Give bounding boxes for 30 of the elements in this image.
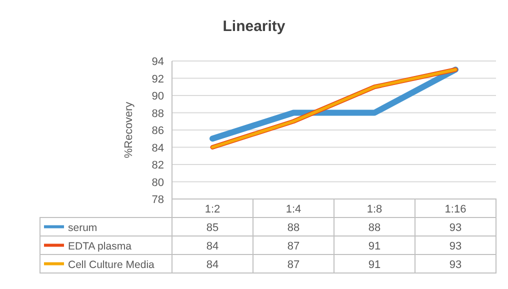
data-label: 85 bbox=[206, 222, 219, 234]
data-label: 84 bbox=[206, 258, 219, 271]
y-tick-label: 92 bbox=[152, 73, 164, 86]
x-tick-label: 1:4 bbox=[286, 203, 302, 216]
data-label: 88 bbox=[287, 222, 300, 234]
y-tick-label: 82 bbox=[152, 160, 164, 172]
y-tick-label: 84 bbox=[152, 142, 164, 154]
y-axis-title: %Recovery bbox=[123, 101, 135, 158]
legend-label: serum bbox=[68, 222, 98, 234]
x-tick-label: 1:16 bbox=[444, 203, 466, 216]
data-label: 88 bbox=[368, 222, 381, 234]
y-tick-label: 88 bbox=[152, 108, 164, 120]
x-tick-label: 1:2 bbox=[204, 203, 220, 216]
x-tick-label: 1:8 bbox=[366, 203, 382, 216]
y-tick-label: 80 bbox=[152, 176, 164, 189]
y-tick-label: 94 bbox=[152, 56, 164, 68]
data-label: 84 bbox=[206, 240, 219, 252]
legend-label: Cell Culture Media bbox=[68, 258, 155, 271]
chart-title: Linearity bbox=[222, 18, 286, 35]
y-tick-label: 78 bbox=[152, 194, 164, 206]
y-tick-label: 86 bbox=[152, 125, 164, 137]
data-label: 93 bbox=[449, 258, 462, 271]
data-label: 93 bbox=[449, 240, 462, 252]
legend-label: EDTA plasma bbox=[68, 240, 132, 252]
y-tick-label: 90 bbox=[152, 90, 164, 102]
data-label: 91 bbox=[368, 240, 381, 252]
data-label: 87 bbox=[287, 258, 300, 271]
data-label: 93 bbox=[449, 222, 462, 234]
data-label: 87 bbox=[287, 240, 300, 252]
data-label: 91 bbox=[368, 258, 381, 271]
